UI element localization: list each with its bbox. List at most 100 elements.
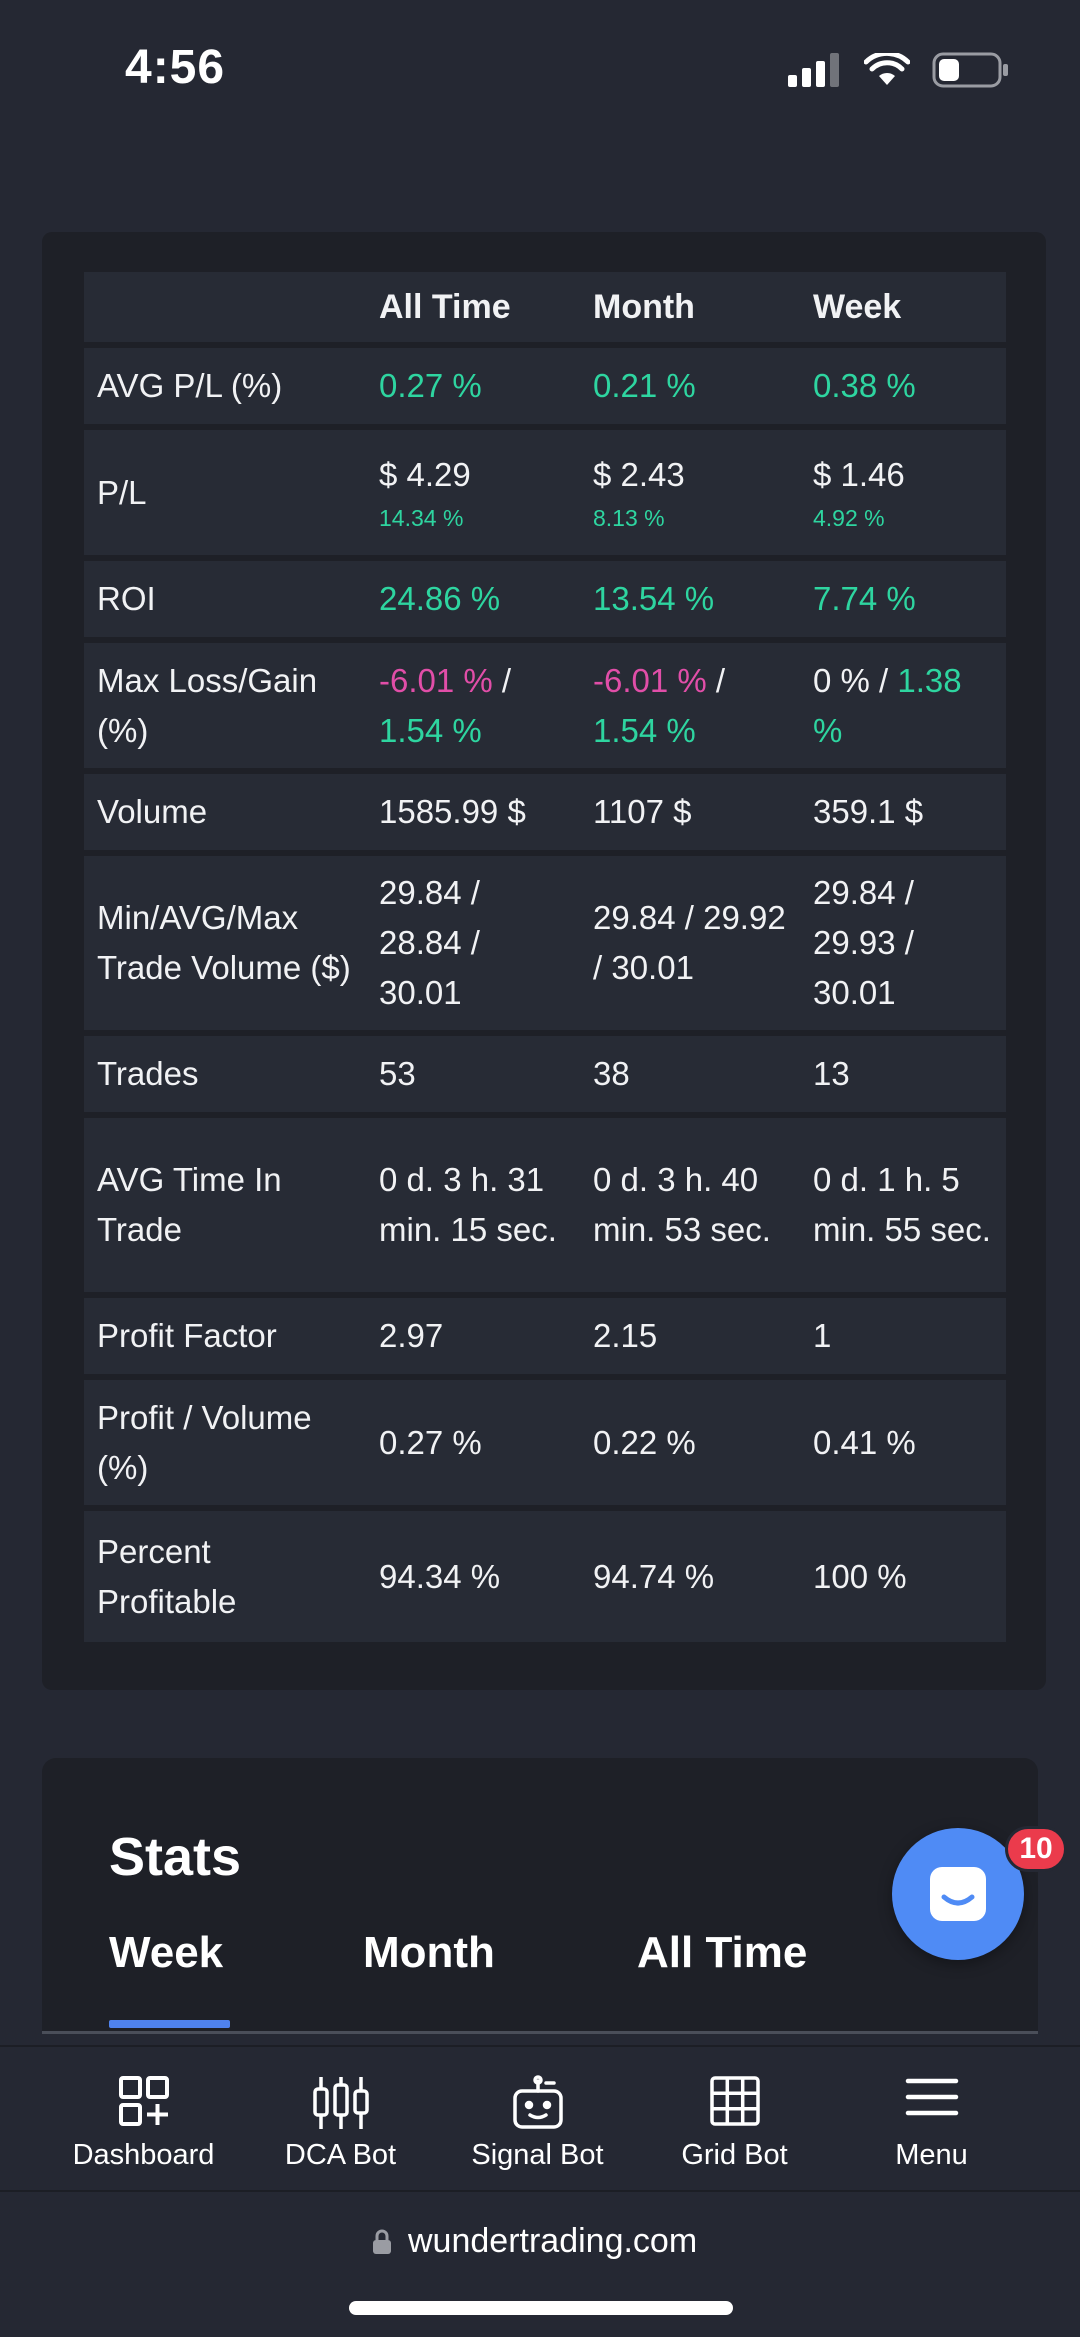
max-gain-all-time: 1.54 % [379, 711, 482, 749]
table-row-trades: Trades 53 38 13 [84, 1036, 1006, 1118]
home-indicator [349, 2301, 733, 2315]
chat-notification-badge: 10 [1005, 1826, 1067, 1872]
separator: / [869, 661, 898, 699]
pl-week-percent: 4.92 % [813, 504, 885, 531]
row-label: Profit Factor [97, 1317, 277, 1354]
volume-month: 1107 $ [593, 793, 692, 830]
row-label: ROI [97, 580, 156, 617]
profit-volume-all-time: 0.27 % [379, 1423, 482, 1461]
pl-month-percent: 8.13 % [593, 504, 665, 531]
profit-factor-month: 2.15 [593, 1317, 658, 1354]
url-text: wundertrading.com [408, 2222, 698, 2260]
dca-bot-icon [312, 2077, 369, 2129]
summary-table-card: All Time Month Week AVG P/L (%) 0.27 % 0… [42, 232, 1046, 1690]
pl-month: $ 2.43 8.13 % [580, 450, 800, 536]
nav-dashboard[interactable]: Dashboard [45, 2047, 242, 2192]
max-loss-all-time: -6.01 % [379, 661, 493, 699]
table-row-max-loss-gain: Max Loss/Gain (%) -6.01 % / 1.54 % -6.01… [84, 643, 1006, 774]
max-loss-week: 0 % [813, 661, 870, 699]
profit-factor-week: 1 [813, 1317, 832, 1354]
nav-menu[interactable]: Menu [833, 2047, 1030, 2192]
tab-week[interactable]: Week [109, 1928, 224, 1977]
nav-label: DCA Bot [284, 2139, 397, 2171]
row-label: Max Loss/Gain (%) [97, 661, 318, 749]
pl-all-time-value: $ 4.29 [379, 455, 471, 493]
roi-all-time: 24.86 % [379, 580, 501, 617]
max-loss-gain-week: 0 % / 1.38 % [800, 656, 1006, 756]
max-gain-week: 1.38 % [813, 661, 962, 749]
table-row-trade-volume: Min/AVG/Max Trade Volume ($) 29.84 / 28.… [84, 856, 1006, 1036]
row-label: P/L [97, 473, 147, 511]
battery-icon [932, 52, 1008, 88]
nav-dca-bot[interactable]: DCA Bot [242, 2047, 439, 2192]
avg-time-month: 0 d. 3 h. 40 min. 53 sec. [593, 1161, 771, 1248]
pl-week-value: $ 1.46 [813, 455, 905, 493]
browser-url-bar[interactable]: wundertrading.com [0, 2192, 1080, 2337]
row-label: Trades [97, 1055, 199, 1092]
volume-all-time: 1585.99 $ [379, 793, 526, 830]
row-label: Min/AVG/Max Trade Volume ($) [97, 899, 351, 986]
status-time: 4:56 [125, 41, 226, 94]
max-loss-gain-month: -6.01 % / 1.54 % [580, 656, 800, 756]
max-loss-month: -6.01 % [593, 661, 707, 699]
row-label: Percent Profitable [97, 1532, 237, 1620]
nav-grid-bot[interactable]: Grid Bot [636, 2047, 833, 2192]
url-wrap: wundertrading.com [372, 2222, 697, 2261]
trades-week: 13 [813, 1055, 850, 1092]
dashboard-icon [118, 2076, 169, 2126]
wifi-icon [864, 53, 910, 85]
chat-button[interactable] [892, 1828, 1024, 1960]
percent-profitable-month: 94.74 % [593, 1557, 715, 1595]
nav-signal-bot[interactable]: Signal Bot [439, 2047, 636, 2192]
volume-week: 359.1 $ [813, 793, 924, 830]
status-bar: 4:56 [0, 0, 1080, 140]
signal-bot-icon [512, 2075, 563, 2129]
roi-month: 13.54 % [593, 580, 715, 617]
header-month: Month [593, 288, 695, 326]
row-label: AVG P/L (%) [97, 367, 283, 404]
table-row-profit-factor: Profit Factor 2.97 2.15 1 [84, 1298, 1006, 1380]
stats-title: Stats [109, 1827, 242, 1887]
profit-factor-all-time: 2.97 [379, 1317, 444, 1354]
nav-label: Menu [895, 2139, 968, 2171]
status-icons [788, 52, 1010, 88]
row-label: Volume [97, 793, 208, 830]
pl-all-time-percent: 14.34 % [379, 504, 464, 531]
trade-volume-month: 29.84 / 29.92 / 30.01 [593, 899, 786, 986]
nav-label: Grid Bot [681, 2139, 788, 2171]
cellular-signal-icon [788, 53, 839, 87]
table-row-avg-time: AVG Time In Trade 0 d. 3 h. 31 min. 15 s… [84, 1118, 1006, 1298]
nav-label: Dashboard [72, 2139, 215, 2171]
pl-all-time: $ 4.29 14.34 % [366, 450, 580, 536]
grid-bot-icon [709, 2076, 760, 2126]
percent-profitable-week: 100 % [813, 1557, 907, 1595]
max-loss-gain-all-time: -6.01 % / 1.54 % [366, 656, 580, 756]
avg-pl-all-time: 0.27 % [379, 367, 482, 404]
pl-month-value: $ 2.43 [593, 455, 685, 493]
header-week: Week [813, 288, 902, 326]
table-row-avg-pl: AVG P/L (%) 0.27 % 0.21 % 0.38 % [84, 348, 1006, 430]
table-row-pl: P/L $ 4.29 14.34 % $ 2.43 8.13 % $ 1.46 … [84, 430, 1006, 561]
roi-week: 7.74 % [813, 580, 916, 617]
table-row-roi: ROI 24.86 % 13.54 % 7.74 % [84, 561, 1006, 643]
tab-all-time[interactable]: All Time [637, 1928, 808, 1977]
table-row-volume: Volume 1585.99 $ 1107 $ 359.1 $ [84, 774, 1006, 856]
profit-volume-month: 0.22 % [593, 1423, 696, 1461]
separator: / [492, 661, 512, 699]
profit-volume-week: 0.41 % [813, 1423, 916, 1461]
row-label: Profit / Volume (%) [97, 1398, 312, 1486]
trade-volume-week: 29.84 / 29.93 / 30.01 [813, 874, 914, 1011]
max-gain-month: 1.54 % [593, 711, 696, 749]
tab-month[interactable]: Month [363, 1928, 495, 1977]
active-tab-indicator [109, 2020, 230, 2028]
table-header-row: All Time Month Week [84, 272, 1006, 348]
bottom-navigation: Dashboard DCA Bot Signal Bot [0, 2045, 1080, 2192]
summary-table: All Time Month Week AVG P/L (%) 0.27 % 0… [84, 272, 1006, 1642]
menu-icon [905, 2078, 958, 2116]
chat-icon [930, 1867, 986, 1921]
stats-card: Stats Week Month All Time [42, 1758, 1038, 2034]
trades-month: 38 [593, 1055, 630, 1092]
avg-pl-week: 0.38 % [813, 367, 916, 404]
row-label: AVG Time In Trade [97, 1161, 282, 1248]
trades-all-time: 53 [379, 1055, 416, 1092]
